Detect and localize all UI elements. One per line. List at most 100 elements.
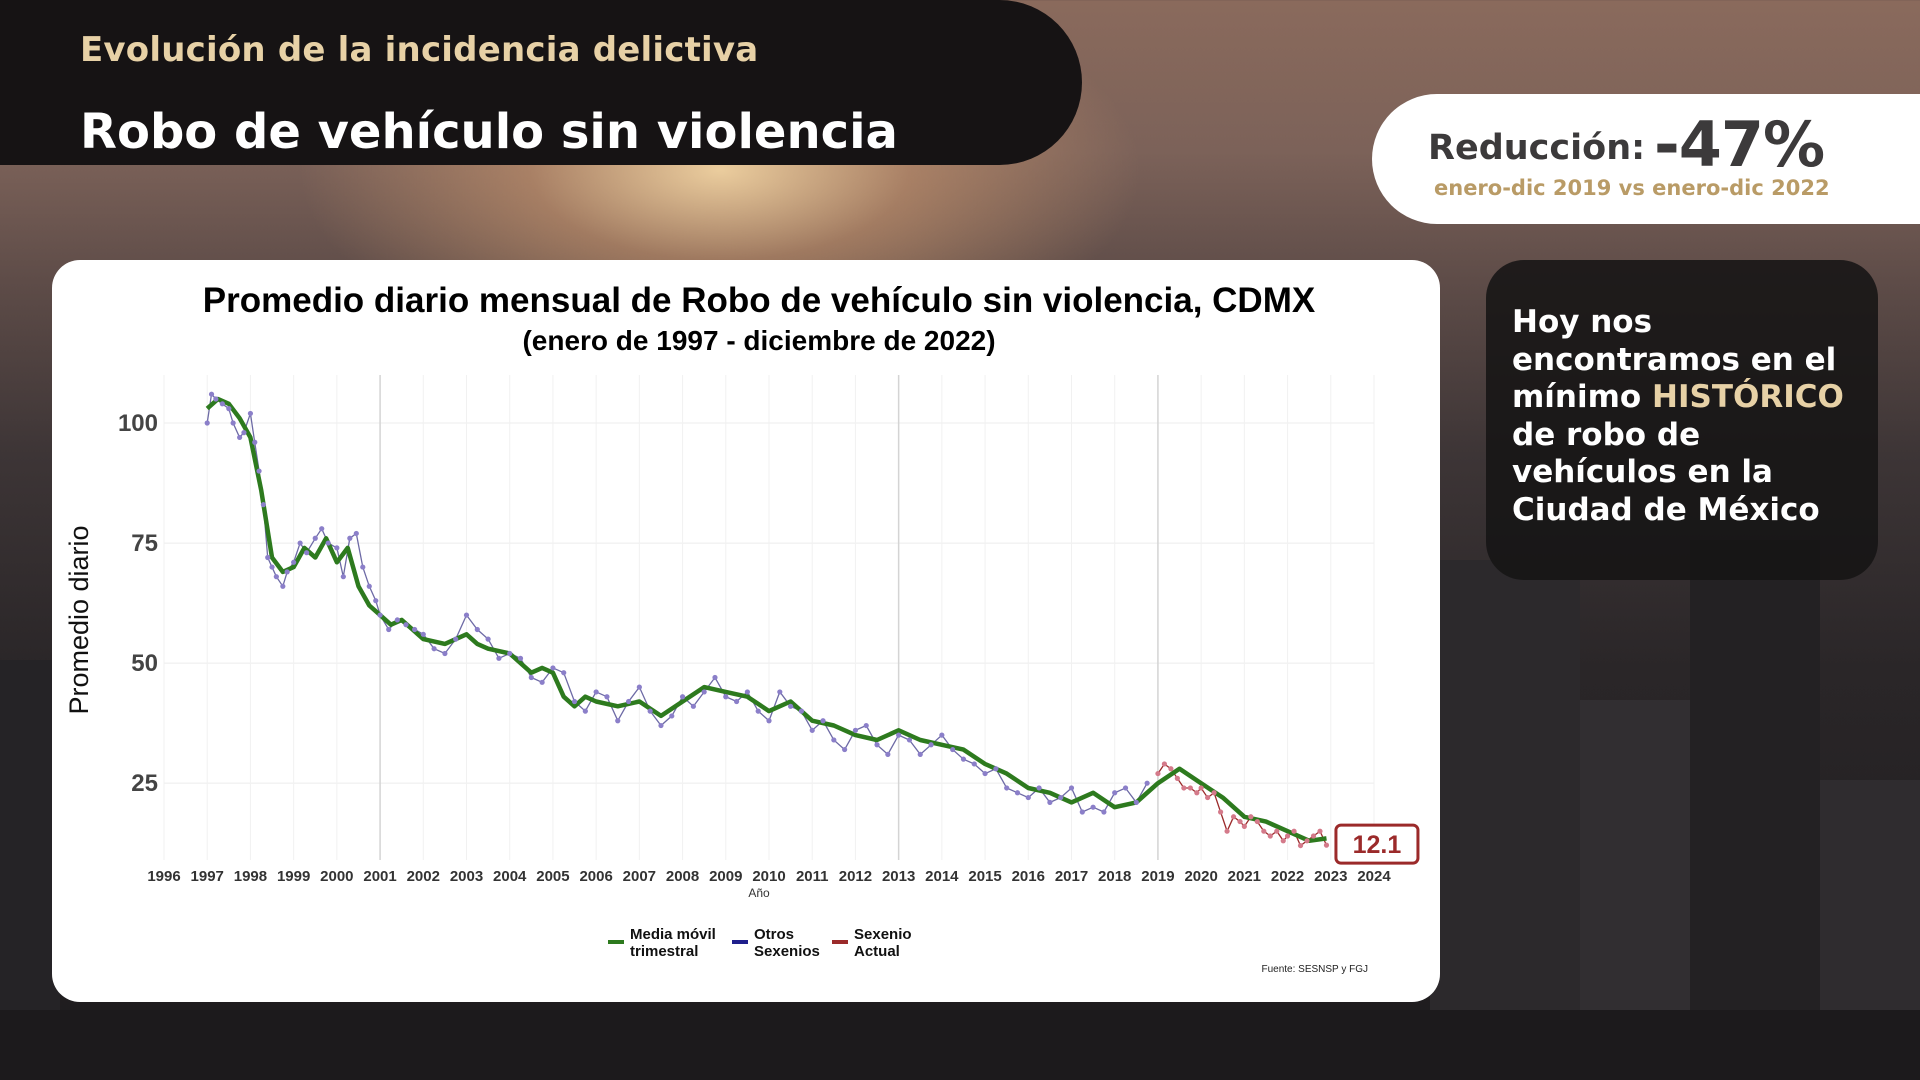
point-sexenio-actual — [1174, 775, 1180, 781]
x-tick-label: 1998 — [234, 868, 267, 885]
legend-label: Sexenios — [754, 943, 820, 960]
series-media-movil — [205, 396, 1327, 844]
x-tick-label: 2014 — [925, 868, 959, 885]
x-tick-label: 1997 — [191, 868, 224, 885]
point-otros-sexenios — [604, 694, 610, 700]
point-sexenio-actual — [1317, 828, 1323, 834]
annotation-label: 12.1 — [1353, 831, 1402, 859]
grid-lines — [163, 375, 1375, 860]
x-tick-label: 2009 — [709, 868, 742, 885]
x-tick-label: 2011 — [796, 868, 829, 885]
chart-subtitle: (enero de 1997 - diciembre de 2022) — [522, 325, 995, 356]
point-otros-sexenios — [971, 761, 977, 767]
point-sexenio-actual — [1284, 833, 1291, 839]
point-otros-sexenios — [982, 770, 988, 777]
point-sexenio-actual — [1205, 794, 1211, 801]
point-otros-sexenios — [230, 420, 236, 426]
x-tick-label: 1996 — [147, 868, 180, 885]
chart-source: Fuente: SESNSP y FGJ — [1261, 964, 1368, 975]
point-otros-sexenios — [550, 665, 556, 671]
point-sexenio-actual — [1241, 823, 1247, 829]
point-otros-sexenios — [420, 631, 426, 637]
point-otros-sexenios — [755, 708, 761, 714]
point-otros-sexenios — [1047, 799, 1053, 805]
callout-line: de robo de — [1512, 416, 1701, 453]
point-otros-sexenios — [733, 698, 740, 705]
point-otros-sexenios — [723, 694, 729, 700]
point-otros-sexenios — [777, 689, 783, 695]
point-sexenio-actual — [1254, 818, 1260, 825]
reduction-value: -47% — [1654, 108, 1825, 181]
point-otros-sexenios — [928, 742, 934, 748]
point-otros-sexenios — [1122, 785, 1129, 791]
x-tick-label: 2005 — [536, 868, 569, 885]
city-skyline-background — [0, 380, 1920, 1080]
x-axis-title: Año — [748, 886, 770, 900]
point-otros-sexenios — [625, 698, 632, 705]
x-tick-label: 2001 — [363, 868, 396, 885]
reduction-card: Reducción: -47% enero-dic 2019 vs enero-… — [1372, 94, 1920, 224]
point-otros-sexenios — [669, 713, 675, 719]
x-tick-label: 2006 — [579, 868, 612, 885]
point-otros-sexenios — [993, 766, 999, 772]
annotation-box — [1334, 823, 1420, 865]
x-tick-label: 2002 — [407, 868, 440, 885]
point-otros-sexenios — [334, 545, 340, 551]
point-otros-sexenios — [712, 674, 718, 681]
point-otros-sexenios — [347, 535, 353, 541]
x-tick-label: 2024 — [1357, 868, 1391, 885]
point-otros-sexenios — [1090, 804, 1096, 810]
point-otros-sexenios — [319, 526, 325, 532]
point-otros-sexenios — [744, 689, 750, 695]
legend-label: Sexenio — [854, 926, 912, 943]
callout-line: Ciudad de México — [1512, 491, 1820, 528]
point-otros-sexenios — [593, 689, 599, 695]
point-otros-sexenios — [539, 679, 545, 685]
point-otros-sexenios — [917, 751, 923, 757]
point-otros-sexenios — [571, 698, 578, 705]
point-otros-sexenios — [1079, 809, 1085, 815]
point-otros-sexenios — [636, 684, 642, 690]
point-otros-sexenios — [561, 670, 567, 676]
point-otros-sexenios — [204, 420, 210, 426]
chart-card: Promedio diario mensual de Robo de vehíc… — [52, 260, 1440, 1002]
y-tick-label: 75 — [131, 530, 158, 557]
point-otros-sexenios — [403, 622, 409, 628]
point-otros-sexenios — [809, 727, 815, 733]
point-otros-sexenios — [690, 703, 696, 709]
point-sexenio-actual — [1304, 838, 1310, 844]
point-otros-sexenios — [453, 636, 459, 642]
point-otros-sexenios — [874, 742, 880, 748]
y-tick-label: 100 — [118, 410, 158, 437]
point-otros-sexenios — [582, 708, 588, 714]
callout-line: encontramos en el — [1512, 341, 1837, 378]
point-sexenio-actual — [1217, 809, 1224, 815]
x-tick-label: 2018 — [1098, 868, 1131, 885]
point-otros-sexenios — [256, 468, 262, 474]
point-otros-sexenios — [1025, 794, 1031, 801]
point-sexenio-actual — [1194, 790, 1200, 796]
point-otros-sexenios — [431, 646, 437, 652]
point-otros-sexenios — [679, 694, 686, 700]
point-otros-sexenios — [1068, 785, 1075, 791]
x-tick-label: 2021 — [1228, 868, 1261, 885]
point-otros-sexenios — [1112, 790, 1118, 796]
point-sexenio-actual — [1297, 842, 1304, 849]
point-otros-sexenios — [386, 626, 392, 633]
point-otros-sexenios — [226, 406, 232, 412]
point-otros-sexenios — [280, 583, 286, 589]
point-otros-sexenios — [960, 756, 967, 762]
point-otros-sexenios — [377, 612, 383, 618]
x-tick-label: 2019 — [1141, 868, 1174, 885]
point-sexenio-actual — [1224, 828, 1230, 834]
x-tick-labels: 1996 1997 1998 1999 2000 2001 2002 2003 2004 2005… — [147, 868, 1391, 885]
callout-line: vehículos en la — [1512, 454, 1773, 490]
line-chart: Promedio diario mensual de Robo de vehíc… — [64, 281, 1420, 975]
x-tick-label: 2008 — [666, 868, 699, 885]
point-otros-sexenios — [1004, 785, 1010, 791]
y-tick-label: 25 — [131, 770, 158, 797]
point-sexenio-actual — [1280, 838, 1286, 844]
x-tick-label: 2013 — [882, 868, 915, 885]
point-otros-sexenios — [284, 569, 290, 575]
